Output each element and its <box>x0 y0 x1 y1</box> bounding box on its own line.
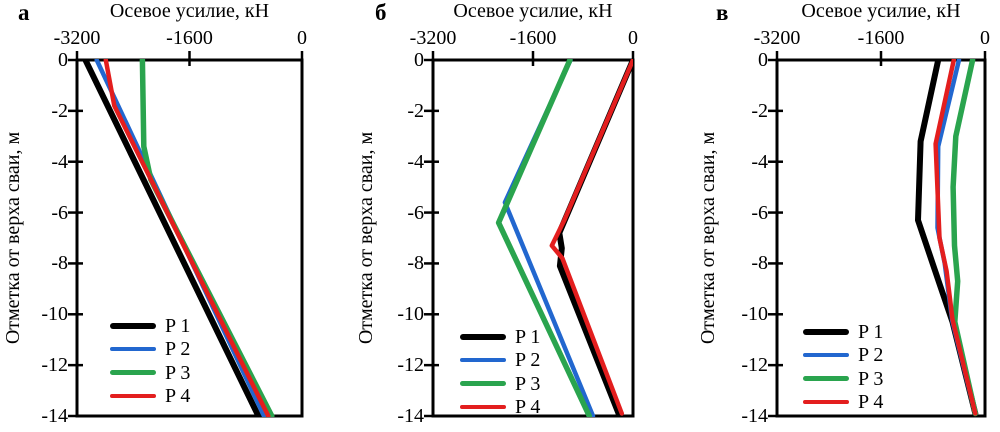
series-line-p1 <box>82 59 262 417</box>
series-line-p4 <box>933 59 978 416</box>
series-line-p4 <box>549 59 633 416</box>
series-line-p3 <box>495 59 593 417</box>
series-line-p3 <box>139 59 275 417</box>
series-line-p4 <box>103 59 271 417</box>
